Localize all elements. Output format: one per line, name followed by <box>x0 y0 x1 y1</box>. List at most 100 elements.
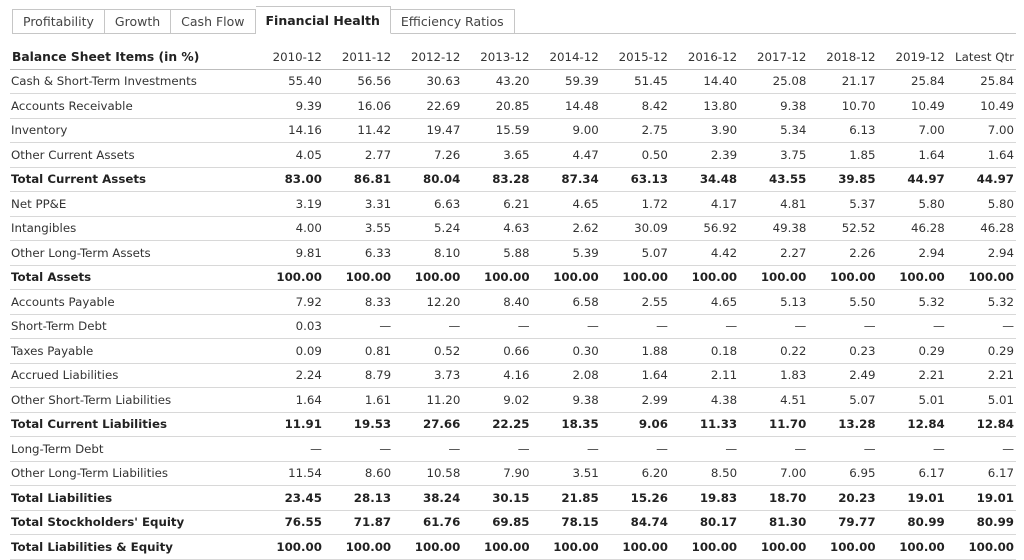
table-cell: 30.09 <box>600 216 670 241</box>
table-cell: 44.97 <box>877 167 947 192</box>
table-cell: 2.27 <box>739 240 809 266</box>
table-cell: 25.84 <box>946 69 1016 94</box>
table-cell: 28.13 <box>323 485 394 511</box>
table-cell: 34.48 <box>669 167 740 192</box>
table-cell: 1.72 <box>600 191 670 217</box>
table-cell: 4.16 <box>462 363 532 388</box>
row-label: Total Assets <box>10 265 255 290</box>
table-cell: 9.38 <box>531 387 601 413</box>
table-cell: 0.29 <box>877 338 947 364</box>
table-cell: 0.50 <box>600 142 670 168</box>
table-cell: 49.38 <box>739 216 809 241</box>
table-cell: 4.81 <box>739 191 809 217</box>
table-cell: 51.45 <box>600 69 670 94</box>
tab-cash-flow[interactable]: Cash Flow <box>171 9 256 34</box>
table-cell: 22.25 <box>462 412 532 437</box>
table-cell: 6.95 <box>808 461 878 486</box>
table-cell: 27.66 <box>393 412 463 437</box>
table-cell: — <box>808 436 878 462</box>
column-header: 2015-12 <box>600 45 670 70</box>
column-header: Latest Qtr <box>946 45 1016 70</box>
column-header: 2014-12 <box>531 45 601 70</box>
table-cell: 9.39 <box>254 93 324 119</box>
table-cell: 10.58 <box>393 461 463 486</box>
table-header-row: Balance Sheet Items (in %) 2010-12 2011-… <box>10 45 1016 70</box>
tab-profitability[interactable]: Profitability <box>12 9 105 34</box>
table-row: Total Assets 100.00 100.00 100.00 100.00 100.… <box>10 265 1016 290</box>
table-cell: 5.32 <box>946 289 1016 315</box>
table-row: Accounts Payable 7.92 8.33 12.20 8.40 6.58 2.5… <box>10 289 1016 315</box>
table-cell: 11.42 <box>323 118 394 143</box>
table-cell: 0.23 <box>808 338 878 364</box>
table-cell: — <box>808 314 878 339</box>
table-body: Cash & Short-Term Investments 55.40 56.56 3… <box>10 69 1016 560</box>
table-cell: 11.70 <box>739 412 809 437</box>
row-label: Net PP&E <box>10 191 255 217</box>
table-cell: 3.51 <box>531 461 601 486</box>
table-cell: 2.94 <box>946 240 1016 266</box>
table-cell: 2.21 <box>946 363 1016 388</box>
row-label: Total Liabilities <box>10 485 255 511</box>
table-cell: 7.90 <box>462 461 532 486</box>
table-cell: 11.91 <box>254 412 324 437</box>
table-cell: 4.42 <box>669 240 740 266</box>
tab-efficiency-ratios[interactable]: Efficiency Ratios <box>390 9 515 34</box>
table-cell: 80.99 <box>877 510 947 535</box>
table-cell: 4.65 <box>531 191 601 217</box>
table-cell: 2.08 <box>531 363 601 388</box>
row-label: Long-Term Debt <box>10 436 255 462</box>
table-cell: 7.26 <box>393 142 463 168</box>
row-label: Taxes Payable <box>10 338 255 364</box>
table-cell: — <box>323 314 394 339</box>
table-cell: 5.13 <box>739 289 809 315</box>
table-cell: 2.11 <box>669 363 740 388</box>
table-cell: 43.20 <box>462 69 532 94</box>
tab-financial-health[interactable]: Financial Health <box>255 6 391 34</box>
table-cell: 20.85 <box>462 93 532 119</box>
table-cell: 2.77 <box>323 142 394 168</box>
table-cell: 1.64 <box>600 363 670 388</box>
table-cell: 4.51 <box>739 387 809 413</box>
table-cell: 6.13 <box>808 118 878 143</box>
table-cell: 14.48 <box>531 93 601 119</box>
table-cell: 6.17 <box>946 461 1016 486</box>
table-cell: 12.20 <box>393 289 463 315</box>
table-cell: 15.59 <box>462 118 532 143</box>
table-cell: 100.00 <box>323 534 394 560</box>
table-cell: — <box>323 436 394 462</box>
table-cell: 8.40 <box>462 289 532 315</box>
column-header: 2016-12 <box>669 45 740 70</box>
row-label: Total Liabilities & Equity <box>10 534 255 560</box>
table-cell: 38.24 <box>393 485 463 511</box>
table-row: Total Current Assets 83.00 86.81 80.04 83.28… <box>10 167 1016 192</box>
table-cell: 5.32 <box>877 289 947 315</box>
row-label: Other Long-Term Liabilities <box>10 461 255 486</box>
column-header: 2011-12 <box>323 45 394 70</box>
table-cell: — <box>393 436 463 462</box>
table-cell: 2.75 <box>600 118 670 143</box>
table-cell: 69.85 <box>462 510 532 535</box>
table-cell: 4.00 <box>254 216 324 241</box>
table-cell: 2.55 <box>600 289 670 315</box>
table-cell: 1.61 <box>323 387 394 413</box>
table-cell: 0.03 <box>254 314 324 339</box>
table-cell: 8.10 <box>393 240 463 266</box>
table-cell: 5.24 <box>393 216 463 241</box>
table-cell: — <box>600 436 670 462</box>
table-cell: 30.15 <box>462 485 532 511</box>
row-label: Cash & Short-Term Investments <box>10 69 255 94</box>
tab-growth[interactable]: Growth <box>104 9 172 34</box>
tab-bar: Profitability Growth Cash Flow Financial… <box>12 6 515 34</box>
table-cell: 8.79 <box>323 363 394 388</box>
table-cell: 5.80 <box>946 191 1016 217</box>
table-cell: 52.52 <box>808 216 878 241</box>
table-cell: 21.17 <box>808 69 878 94</box>
column-header: 2010-12 <box>254 45 324 70</box>
table-row: Net PP&E 3.19 3.31 6.63 6.21 4.65 1.72 4.17 4.81… <box>10 191 1016 217</box>
table-cell: 5.80 <box>877 191 947 217</box>
balance-sheet-table: Balance Sheet Items (in %) 2010-12 2011-… <box>10 45 1016 560</box>
table-cell: 100.00 <box>323 265 394 290</box>
table-cell: 12.84 <box>877 412 947 437</box>
table-cell: 6.33 <box>323 240 394 266</box>
table-cell: 13.28 <box>808 412 878 437</box>
